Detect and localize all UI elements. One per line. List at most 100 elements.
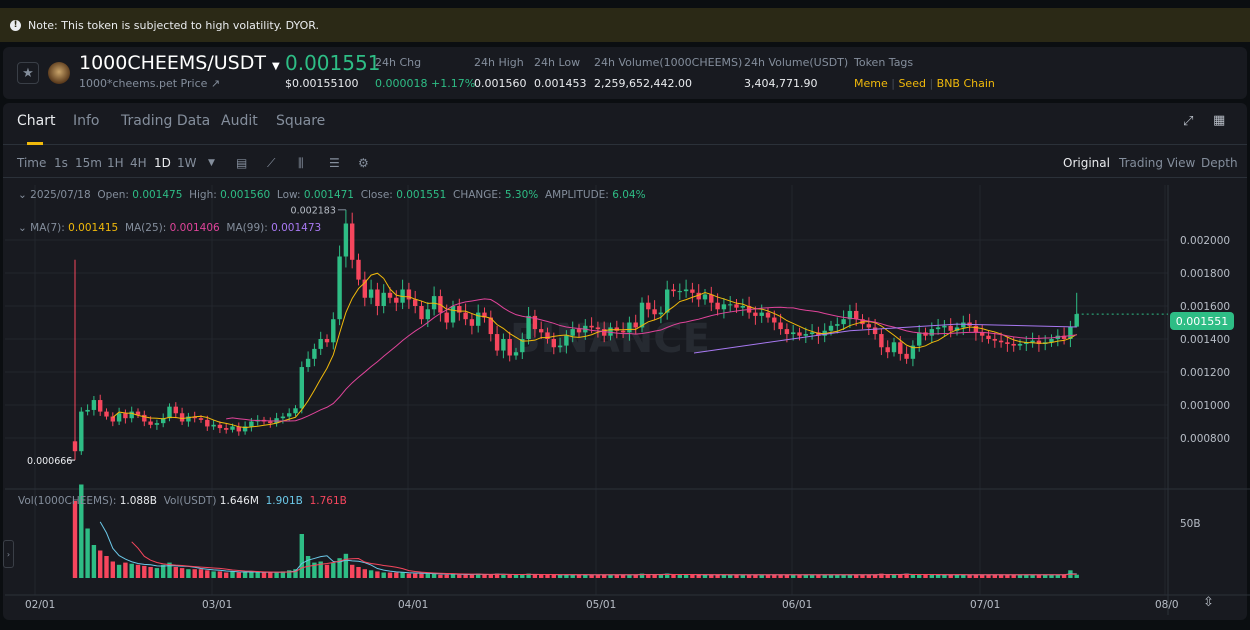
volume-bar — [1055, 574, 1060, 578]
volume-bar — [135, 564, 141, 578]
candle-body — [526, 315, 531, 339]
volume-bar — [85, 528, 90, 578]
volume-bar — [299, 534, 304, 578]
more-intervals-caret-icon[interactable]: ▼ — [208, 158, 215, 168]
interval-15m[interactable]: 15m — [75, 156, 102, 170]
volume-bar — [1005, 574, 1010, 578]
auto-scale-icon[interactable]: ⇳ — [1203, 595, 1214, 610]
volume-bar — [457, 574, 462, 578]
volume-bar — [287, 570, 292, 578]
volume-bar — [318, 561, 323, 578]
candle-body — [665, 289, 670, 313]
candle-body — [161, 418, 166, 424]
chart-toolbar: Time 1s 15m 1H 4H 1D 1W ▼ ▤ ⟋ ⫼ ☰ ⚙ Orig… — [3, 148, 1247, 178]
candle-type-icon[interactable]: ⫼ — [298, 156, 304, 170]
volume-bar — [98, 550, 103, 578]
volume-bar — [482, 574, 487, 578]
volume-bar — [261, 572, 267, 578]
candle-body — [835, 324, 840, 326]
layout-grid-icon[interactable]: ▦ — [1213, 113, 1226, 128]
view-depth[interactable]: Depth — [1201, 156, 1238, 170]
expand-panel-chevron-icon[interactable]: › — [3, 540, 14, 568]
tab-square[interactable]: Square — [276, 113, 326, 129]
volume-tick-label: 50B — [1180, 518, 1201, 530]
candle-body — [154, 423, 160, 425]
gear-icon[interactable]: ⚙ — [358, 156, 369, 170]
candle-body — [337, 256, 342, 320]
fullscreen-icon[interactable]: ⤢ — [1183, 114, 1194, 129]
volume-bar — [375, 571, 380, 578]
tab-chart[interactable]: Chart — [17, 113, 56, 145]
volume-bar — [942, 574, 947, 578]
volume-bar — [671, 574, 676, 578]
y-tick-label: 0.001000 — [1180, 400, 1230, 412]
candle-body — [986, 335, 991, 339]
candle-body — [268, 421, 273, 424]
favorite-star-icon[interactable]: ★ — [17, 62, 39, 84]
candle-body — [450, 306, 456, 323]
volume-bar — [450, 573, 456, 578]
volume-bar — [967, 574, 972, 578]
candle-body — [627, 322, 632, 333]
volume-bar — [1061, 574, 1067, 578]
volume-bar — [148, 567, 153, 578]
symbol-selector[interactable]: 1000CHEEMS/USDT ▼ — [79, 52, 280, 74]
interval-1s[interactable]: 1s — [54, 156, 68, 170]
candle-body — [614, 327, 619, 331]
chart-panel: Chart Info Trading Data Audit Square ⤢ ▦… — [3, 103, 1247, 620]
stat-label: 24h Chg — [375, 56, 422, 69]
volume-bar — [614, 574, 619, 578]
volume-bar — [866, 574, 871, 578]
volume-bar — [350, 564, 355, 578]
volume-bar — [702, 574, 708, 578]
volume-bar — [312, 562, 317, 578]
candle-body — [728, 304, 733, 306]
volume-bar — [1074, 574, 1079, 578]
interval-1d[interactable]: 1D — [154, 156, 171, 170]
candle-body — [72, 441, 78, 452]
candle-body — [935, 327, 941, 330]
tab-info[interactable]: Info — [73, 113, 100, 129]
tag-meme[interactable]: Meme — [854, 77, 888, 90]
volume-bar — [898, 574, 903, 578]
volume-bar — [255, 572, 260, 578]
volume-bar — [854, 574, 859, 578]
volume-bar — [753, 574, 758, 578]
interval-1w[interactable]: 1W — [177, 156, 197, 170]
stat-value: 0.001453 — [534, 77, 587, 90]
price-link[interactable]: 1000*cheems.pet Price ↗ — [79, 77, 221, 90]
interval-time[interactable]: Time — [17, 156, 47, 170]
candle-body — [331, 319, 336, 343]
tab-trading-data[interactable]: Trading Data — [121, 113, 211, 129]
tag-bnb-chain[interactable]: BNB Chain — [936, 77, 995, 90]
candle-body — [406, 289, 412, 300]
candle-body — [299, 367, 304, 409]
view-trading-view[interactable]: Trading View — [1119, 156, 1196, 170]
candle-body — [652, 309, 657, 315]
volume-bar — [992, 574, 997, 578]
volume-bar — [179, 568, 185, 578]
volume-bar — [658, 574, 664, 578]
candle-body — [791, 332, 796, 335]
volume-bar — [198, 569, 204, 578]
volume-bar — [746, 574, 752, 578]
last-price: 0.001551 — [285, 51, 381, 75]
candle-body — [551, 339, 556, 348]
chart-settings-list-icon[interactable]: ☰ — [329, 156, 340, 170]
tag-seed[interactable]: Seed — [898, 77, 926, 90]
interval-1h[interactable]: 1H — [107, 156, 124, 170]
volume-bar — [791, 574, 796, 578]
volume-bar — [173, 567, 178, 578]
view-original[interactable]: Original — [1063, 156, 1110, 170]
candle-body — [224, 428, 229, 430]
volume-ma10-line — [131, 541, 1077, 576]
interval-4h[interactable]: 4H — [130, 156, 147, 170]
volume-bar — [772, 574, 777, 578]
tab-audit[interactable]: Audit — [221, 113, 258, 129]
volume-bar — [620, 574, 626, 578]
candle-body — [1061, 335, 1067, 339]
calendar-icon[interactable]: ▤ — [236, 156, 248, 170]
indicators-icon[interactable]: ⟋ — [267, 156, 276, 170]
candle-body — [350, 223, 355, 260]
